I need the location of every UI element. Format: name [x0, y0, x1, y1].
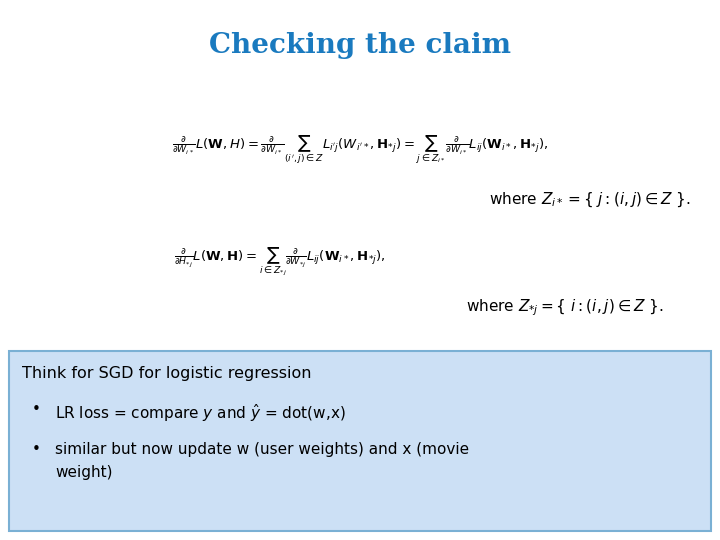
Text: Think for SGD for logistic regression: Think for SGD for logistic regression [22, 366, 312, 381]
Text: LR loss = compare $y$ and $\hat{y}$ = dot(w,x): LR loss = compare $y$ and $\hat{y}$ = do… [55, 402, 346, 424]
Text: similar but now update w (user weights) and x (movie: similar but now update w (user weights) … [55, 442, 469, 457]
Text: •: • [32, 442, 41, 457]
Text: Checking the claim: Checking the claim [209, 32, 511, 59]
Text: •: • [32, 402, 41, 417]
Text: where $Z_{*j} = \{\ i : (i, j) \in Z\ \}.$: where $Z_{*j} = \{\ i : (i, j) \in Z\ \}… [466, 298, 664, 318]
FancyBboxPatch shape [9, 351, 711, 531]
Text: where $Z_{i*} = \{\ j : (i, j) \in Z\ \}.$: where $Z_{i*} = \{\ j : (i, j) \in Z\ \}… [489, 191, 691, 209]
Text: $\frac{\partial}{\partial H_{*j}}L(\mathbf{W}, \mathbf{H}) = \sum_{i\in Z_{*j}} : $\frac{\partial}{\partial H_{*j}}L(\math… [174, 246, 386, 278]
Text: $\frac{\partial}{\partial W_{i*}}L(\mathbf{W}, H) = \frac{\partial}{\partial W_{: $\frac{\partial}{\partial W_{i*}}L(\math… [172, 133, 548, 166]
Text: weight): weight) [55, 465, 112, 480]
